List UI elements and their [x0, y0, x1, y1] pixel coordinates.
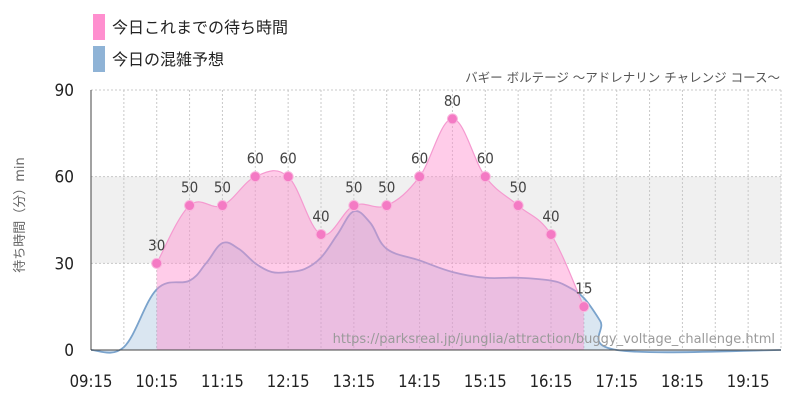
data-point	[282, 171, 294, 183]
data-label: 40	[542, 207, 559, 225]
plot-area: 0 30 60 90 09:15 10:15 11:15 12:15 13:15 14:15 15:…	[13, 81, 782, 391]
x-tick-label: 14:15	[398, 372, 441, 391]
data-point	[446, 113, 458, 125]
x-tick-label: 19:15	[727, 372, 770, 391]
data-point	[578, 301, 590, 313]
y-tick-label: 0	[64, 341, 74, 361]
watermark: https://parksreal.jp/junglia/attraction/…	[333, 332, 775, 347]
x-tick-label: 09:15	[70, 372, 113, 391]
data-label: 50	[345, 179, 362, 197]
y-tick-label: 30	[55, 254, 74, 274]
x-tick-label: 10:15	[135, 372, 178, 391]
x-tick-label: 15:15	[464, 372, 507, 391]
data-label: 60	[280, 150, 297, 168]
data-label: 30	[148, 236, 165, 254]
data-point	[315, 228, 327, 240]
data-label: 60	[247, 150, 264, 168]
data-point	[151, 257, 163, 269]
y-axis-label: 待ち時間（分）min	[13, 157, 28, 273]
legend-swatch-actual	[93, 14, 105, 40]
data-label: 15	[575, 280, 592, 298]
x-tick-label: 13:15	[332, 372, 375, 391]
data-label: 80	[444, 92, 461, 110]
data-point	[545, 228, 557, 240]
x-tick-label: 16:15	[530, 372, 573, 391]
chart-subtitle: バギー ボルテージ 〜アドレナリン チャレンジ コース〜	[465, 70, 780, 85]
forecast-line	[90, 210, 782, 354]
legend-label-forecast: 今日の混雑予想	[112, 50, 224, 69]
x-tick-label: 17:15	[595, 372, 638, 391]
data-point	[512, 200, 524, 212]
forecast-area	[91, 210, 781, 353]
data-label: 40	[312, 207, 329, 225]
legend-label-actual: 今日これまでの待ち時間	[112, 18, 288, 37]
data-point	[249, 171, 261, 183]
data-label: 50	[510, 179, 527, 197]
x-tick-label: 18:15	[661, 372, 704, 391]
data-point	[216, 200, 228, 212]
y-tick-label: 60	[55, 168, 74, 188]
data-label: 60	[477, 150, 494, 168]
data-label: 50	[214, 179, 231, 197]
data-point	[414, 171, 426, 183]
legend-swatch-forecast	[93, 46, 105, 72]
data-point	[479, 171, 491, 183]
data-point	[184, 200, 196, 212]
x-tick-label: 12:15	[267, 372, 310, 391]
y-tick-label: 90	[55, 81, 74, 101]
legend: 今日これまでの待ち時間 今日の混雑予想	[93, 14, 288, 72]
data-label: 50	[378, 179, 395, 197]
data-point	[381, 200, 393, 212]
data-label: 60	[411, 150, 428, 168]
x-tick-label: 11:15	[201, 372, 244, 391]
actual-area	[156, 118, 584, 350]
shaded-band	[91, 176, 781, 264]
data-point	[348, 200, 360, 212]
data-label: 50	[181, 179, 198, 197]
